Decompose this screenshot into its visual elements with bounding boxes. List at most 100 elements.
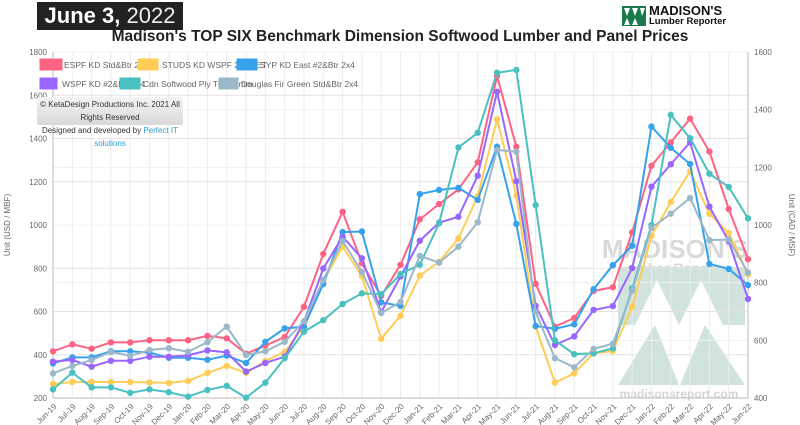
data-point[interactable] — [725, 205, 732, 213]
data-point[interactable] — [242, 368, 250, 375]
data-point[interactable] — [107, 378, 115, 386]
data-point[interactable] — [571, 333, 578, 340]
data-point[interactable] — [455, 235, 462, 242]
data-point[interactable] — [204, 332, 211, 340]
data-point[interactable] — [667, 161, 674, 168]
data-point[interactable] — [667, 139, 674, 146]
data-point[interactable] — [667, 210, 674, 217]
data-point[interactable] — [513, 143, 520, 150]
data-point[interactable] — [455, 144, 462, 151]
data-point[interactable] — [223, 335, 230, 342]
data-point[interactable] — [49, 380, 57, 388]
data-point[interactable] — [493, 69, 501, 76]
data-point[interactable] — [551, 355, 559, 362]
data-point[interactable] — [628, 242, 636, 249]
data-point[interactable] — [377, 309, 385, 317]
data-point[interactable] — [358, 268, 366, 276]
data-point[interactable] — [571, 364, 578, 371]
data-point[interactable] — [609, 284, 617, 291]
data-point[interactable] — [571, 370, 578, 377]
data-point[interactable] — [474, 159, 481, 166]
data-point[interactable] — [107, 339, 115, 346]
legend-item[interactable]: SYP KD East #2&Btr 2x4 — [236, 58, 355, 71]
data-point[interactable] — [262, 348, 269, 355]
data-point[interactable] — [667, 198, 674, 206]
data-point[interactable] — [339, 237, 346, 245]
data-point[interactable] — [88, 363, 95, 370]
data-point[interactable] — [706, 203, 713, 210]
data-point[interactable] — [358, 255, 366, 262]
data-point[interactable] — [377, 291, 385, 298]
data-point[interactable] — [281, 338, 288, 345]
data-point[interactable] — [493, 88, 501, 95]
data-point[interactable] — [725, 236, 732, 243]
data-point[interactable] — [320, 276, 327, 284]
data-point[interactable] — [571, 321, 578, 328]
data-point[interactable] — [648, 224, 655, 232]
data-point[interactable] — [648, 183, 655, 190]
data-point[interactable] — [532, 308, 539, 316]
data-point[interactable] — [300, 328, 308, 335]
data-point[interactable] — [744, 255, 752, 263]
data-point[interactable] — [339, 228, 346, 236]
data-point[interactable] — [551, 341, 559, 349]
data-point[interactable] — [744, 295, 752, 303]
data-point[interactable] — [686, 135, 694, 142]
data-point[interactable] — [706, 210, 713, 217]
data-point[interactable] — [725, 183, 732, 191]
data-point[interactable] — [69, 341, 76, 348]
data-point[interactable] — [223, 323, 230, 330]
data-point[interactable] — [49, 386, 57, 393]
data-point[interactable] — [686, 160, 694, 168]
legend-item[interactable]: STUDS KD WSPF 2x4 PET — [137, 58, 267, 71]
data-point[interactable] — [590, 345, 597, 353]
data-point[interactable] — [435, 220, 443, 227]
data-point[interactable] — [628, 287, 636, 294]
data-point[interactable] — [377, 335, 385, 342]
data-point[interactable] — [686, 194, 694, 202]
data-point[interactable] — [320, 265, 327, 272]
data-point[interactable] — [184, 348, 192, 355]
data-point[interactable] — [69, 369, 76, 376]
data-point[interactable] — [262, 359, 269, 367]
data-point[interactable] — [127, 339, 134, 346]
data-point[interactable] — [590, 286, 597, 293]
data-point[interactable] — [242, 359, 250, 367]
data-point[interactable] — [146, 346, 153, 354]
data-point[interactable] — [262, 379, 269, 386]
data-point[interactable] — [416, 190, 424, 198]
data-point[interactable] — [377, 299, 385, 306]
data-point[interactable] — [551, 337, 559, 344]
data-point[interactable] — [416, 261, 424, 268]
data-point[interactable] — [513, 148, 520, 155]
data-point[interactable] — [88, 378, 95, 386]
data-point[interactable] — [127, 389, 134, 397]
data-point[interactable] — [455, 243, 462, 250]
data-point[interactable] — [184, 337, 192, 344]
data-point[interactable] — [744, 215, 752, 222]
data-point[interactable] — [397, 261, 404, 268]
data-point[interactable] — [242, 394, 250, 401]
data-point[interactable] — [628, 264, 636, 272]
data-point[interactable] — [358, 228, 366, 235]
data-point[interactable] — [493, 146, 501, 154]
data-point[interactable] — [49, 348, 57, 355]
data-point[interactable] — [184, 377, 192, 385]
legend-item[interactable]: Douglas Fir Green Std&Btr 2x4 — [218, 77, 358, 90]
perfect-it-link[interactable]: Perfect IT solutions — [94, 126, 179, 148]
data-point[interactable] — [146, 379, 153, 386]
data-point[interactable] — [725, 265, 732, 273]
data-point[interactable] — [551, 379, 559, 386]
data-point[interactable] — [339, 208, 346, 216]
legend-item[interactable]: WSPF KD #2&Btr 2x4 — [39, 77, 145, 90]
data-point[interactable] — [262, 338, 269, 345]
data-point[interactable] — [435, 200, 443, 208]
data-point[interactable] — [358, 290, 366, 297]
data-point[interactable] — [339, 300, 346, 308]
data-point[interactable] — [165, 337, 173, 344]
data-point[interactable] — [88, 345, 95, 352]
data-point[interactable] — [628, 303, 636, 310]
data-point[interactable] — [146, 337, 153, 344]
data-point[interactable] — [281, 355, 288, 362]
data-point[interactable] — [532, 322, 539, 330]
